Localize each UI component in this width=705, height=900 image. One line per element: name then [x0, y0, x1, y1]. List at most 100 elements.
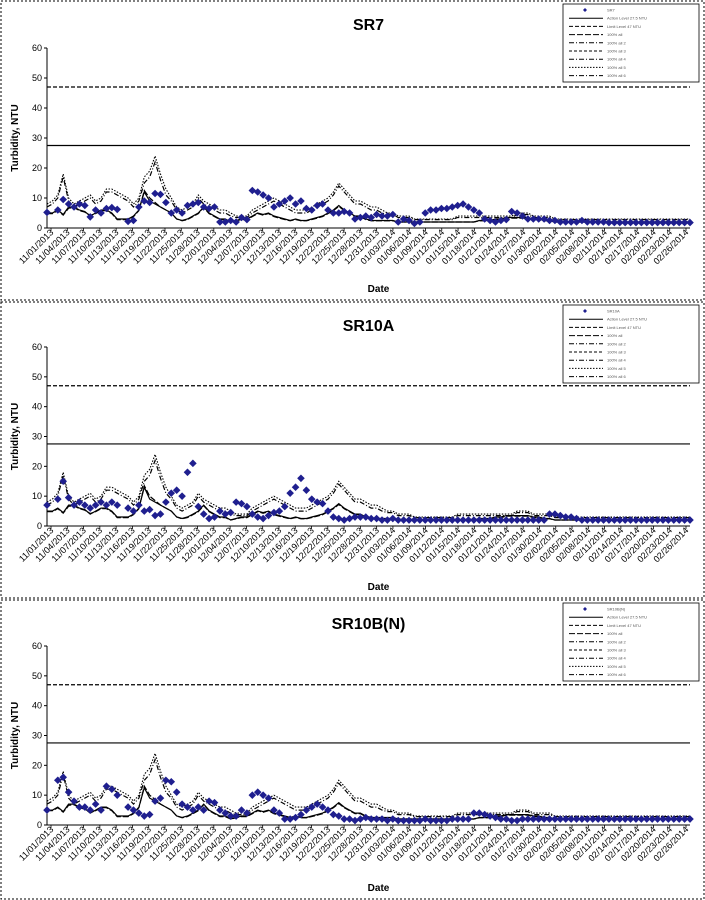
data-point-2-45 — [297, 810, 305, 819]
data-point-1-62 — [389, 514, 397, 523]
data-point-2-10 — [102, 782, 111, 791]
data-point-2-106 — [626, 815, 635, 823]
data-point-2-30 — [216, 806, 224, 814]
data-point-1-28 — [205, 514, 213, 523]
data-point-2-35 — [243, 809, 251, 817]
y-tick-label-0-0: 0 — [37, 223, 42, 233]
data-point-1-36 — [248, 510, 257, 518]
data-point-0-20 — [162, 198, 170, 207]
data-point-2-48 — [313, 800, 321, 808]
data-point-0-67 — [416, 218, 424, 226]
data-point-1-69 — [426, 516, 435, 524]
data-point-1-16 — [140, 507, 149, 515]
data-point-2-61 — [383, 816, 392, 825]
data-point-1-88 — [529, 516, 538, 524]
data-point-2-105 — [621, 815, 629, 823]
data-point-0-17 — [145, 198, 154, 207]
data-point-0-79 — [480, 215, 489, 223]
data-point-1-54 — [345, 514, 354, 523]
data-point-2-100 — [594, 815, 602, 823]
data-point-0-86 — [518, 212, 527, 220]
legend-label-0-3: 100% all — [607, 32, 622, 37]
data-point-1-77 — [470, 516, 478, 524]
data-point-1-6 — [81, 501, 89, 509]
data-point-2-23 — [178, 800, 186, 808]
data-point-0-65 — [405, 216, 413, 225]
data-point-1-1 — [54, 495, 62, 503]
data-point-2-58 — [367, 815, 376, 823]
data-point-0-66 — [410, 219, 419, 228]
data-point-1-86 — [518, 516, 527, 524]
data-point-2-57 — [361, 813, 370, 822]
data-point-1-95 — [567, 513, 575, 521]
y-tick-label-1-30: 30 — [32, 432, 42, 442]
data-point-1-30 — [216, 507, 224, 515]
y-tick-label-2-0: 0 — [37, 820, 42, 830]
data-point-1-72 — [443, 516, 451, 524]
data-point-2-9 — [97, 806, 105, 814]
data-point-0-82 — [497, 216, 505, 225]
data-point-0-115 — [675, 218, 683, 227]
data-point-1-56 — [356, 513, 365, 521]
y-tick-label-1-10: 10 — [32, 491, 42, 501]
data-point-0-26 — [194, 198, 203, 207]
data-point-2-74 — [453, 815, 462, 823]
y-tick-label-0-40: 40 — [32, 103, 42, 113]
data-point-2-29 — [210, 798, 219, 807]
data-point-2-63 — [394, 816, 403, 825]
data-point-1-71 — [437, 516, 446, 524]
data-point-2-115 — [675, 815, 683, 823]
data-point-1-90 — [540, 516, 548, 524]
data-point-1-32 — [226, 508, 235, 517]
y-tick-label-0-10: 10 — [32, 193, 42, 203]
data-point-0-27 — [199, 203, 208, 211]
data-point-0-85 — [513, 209, 521, 217]
data-point-1-109 — [642, 516, 651, 524]
data-point-0-16 — [140, 197, 149, 205]
data-point-1-9 — [97, 498, 105, 506]
data-point-1-41 — [275, 507, 284, 515]
data-point-2-65 — [405, 816, 413, 825]
data-point-2-90 — [540, 815, 548, 823]
y-tick-label-0-60: 60 — [32, 43, 42, 53]
data-point-1-40 — [270, 508, 278, 517]
data-point-1-61 — [383, 516, 392, 524]
series-line-2-2 — [46, 751, 690, 817]
data-point-0-42 — [280, 197, 289, 205]
data-point-0-64 — [399, 215, 408, 223]
legend-label-2-4: 100% all 2 — [607, 639, 626, 644]
data-point-1-103 — [610, 516, 619, 524]
data-point-1-35 — [243, 502, 251, 511]
data-point-1-102 — [605, 516, 613, 524]
y-tick-label-0-20: 20 — [32, 163, 42, 173]
data-point-2-87 — [524, 815, 532, 823]
data-point-1-82 — [497, 516, 505, 524]
data-point-1-48 — [313, 498, 321, 506]
data-point-0-38 — [259, 191, 267, 199]
data-point-0-97 — [578, 216, 586, 225]
data-point-2-16 — [140, 812, 149, 820]
data-point-0-68 — [421, 209, 430, 217]
data-point-0-35 — [243, 215, 251, 224]
data-point-0-76 — [464, 203, 473, 211]
legend-label-0-6: 100% all 4 — [607, 57, 626, 62]
data-point-1-105 — [621, 516, 629, 524]
data-point-0-94 — [561, 218, 570, 226]
data-point-0-8 — [91, 206, 100, 214]
data-point-1-51 — [329, 513, 338, 521]
data-point-0-96 — [572, 218, 581, 226]
data-point-0-100 — [594, 218, 602, 226]
data-point-1-80 — [486, 516, 494, 524]
data-point-0-90 — [540, 215, 548, 223]
data-point-0-62 — [389, 210, 397, 219]
data-point-2-33 — [232, 812, 240, 820]
y-tick-label-2-40: 40 — [32, 701, 42, 711]
data-point-2-42 — [280, 815, 289, 823]
data-point-1-20 — [162, 498, 170, 506]
y-tick-label-2-60: 60 — [32, 641, 42, 651]
data-point-2-5 — [75, 803, 84, 811]
data-point-0-114 — [669, 218, 678, 227]
data-point-2-116 — [680, 815, 689, 823]
data-point-2-44 — [291, 813, 300, 822]
